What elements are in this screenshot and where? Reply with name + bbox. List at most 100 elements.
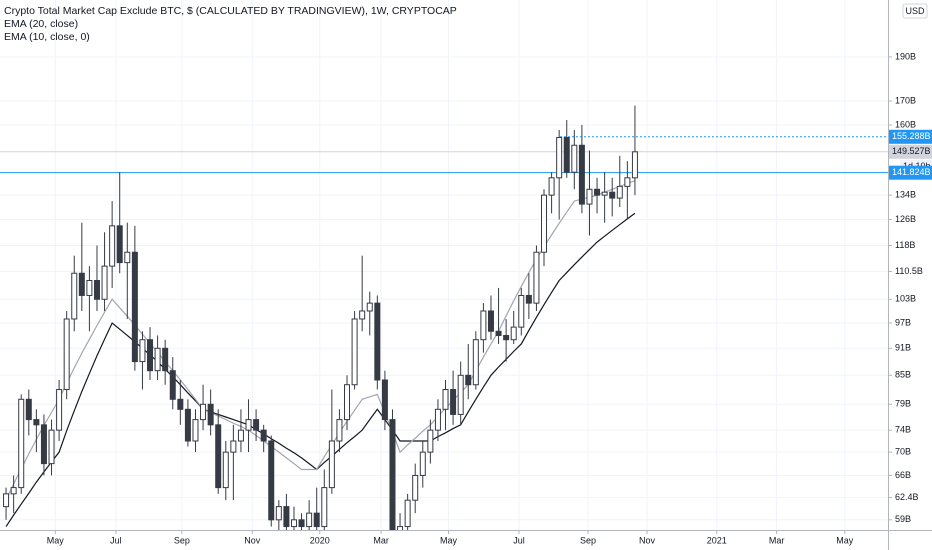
- candle-body: [465, 374, 472, 386]
- candle-body: [169, 370, 176, 400]
- candle-body: [578, 144, 585, 205]
- candle-body: [624, 177, 631, 187]
- candle-body: [533, 251, 540, 304]
- candle-body: [71, 272, 78, 320]
- candle-body: [321, 487, 328, 528]
- candle-body: [116, 225, 123, 264]
- x-tick-label: 2020: [310, 535, 330, 545]
- candle-body: [359, 310, 366, 320]
- legend-entry: EMA (10, close, 0): [4, 31, 90, 43]
- candle-body: [230, 440, 237, 453]
- candle-body: [525, 294, 532, 304]
- y-tick-label: 79B: [895, 399, 911, 409]
- candle-body: [344, 384, 351, 421]
- candle-body: [548, 177, 555, 196]
- currency-label[interactable]: USD: [905, 6, 925, 16]
- candle-body: [503, 334, 510, 341]
- price-label-box: [889, 144, 932, 159]
- ema-line: [5, 180, 636, 501]
- candle-body: [442, 389, 449, 410]
- x-tick-label: Nov: [244, 535, 261, 545]
- y-tick-label: 91B: [895, 343, 911, 353]
- candle-body: [86, 280, 93, 296]
- candle-body: [48, 429, 55, 465]
- candle-body: [366, 302, 373, 312]
- candle-body: [78, 272, 85, 296]
- y-tick-label: 66B: [895, 470, 911, 480]
- price-label-box: [889, 165, 932, 180]
- candle-body: [200, 403, 207, 421]
- candle-body: [328, 440, 335, 489]
- candle-body: [336, 419, 343, 442]
- candle-body: [131, 251, 138, 363]
- legend-entry: EMA (20, close): [4, 18, 78, 30]
- candle-body: [3, 493, 10, 508]
- y-tick-label: 110.5B: [895, 266, 923, 276]
- candle-body: [480, 310, 487, 341]
- x-tick-label: Jul: [513, 535, 525, 545]
- candle-body: [268, 440, 275, 521]
- candle-body: [154, 347, 161, 372]
- y-tick-label: 70B: [895, 447, 911, 457]
- price-label: 155.288B: [892, 131, 931, 141]
- y-tick-label: 59B: [895, 514, 911, 524]
- ema-line: [5, 212, 636, 527]
- candle-body: [571, 144, 578, 173]
- candle-body: [109, 225, 116, 267]
- y-tick-label: 85B: [895, 370, 911, 380]
- candle-body: [10, 487, 17, 495]
- candle-body: [616, 185, 623, 199]
- chart-title: Crypto Total Market Cap Exclude BTC, $ (…: [4, 5, 457, 17]
- candle-body: [253, 419, 260, 431]
- candle-body: [313, 512, 320, 528]
- candle-body: [101, 265, 108, 300]
- candle-body: [93, 280, 100, 300]
- candle-body: [275, 506, 282, 521]
- candle-body: [283, 506, 290, 528]
- candle-body: [419, 451, 426, 476]
- y-tick-label: 190B: [895, 51, 916, 61]
- x-tick-label: Nov: [639, 535, 656, 545]
- x-tick-label: May: [836, 535, 854, 545]
- candle-body: [63, 318, 70, 391]
- candle-body: [298, 519, 305, 528]
- x-tick-label: Mar: [373, 535, 389, 545]
- x-tick-label: May: [440, 535, 458, 545]
- candle-body: [177, 398, 184, 410]
- candle-body: [124, 251, 131, 264]
- price-label-box: [889, 129, 932, 144]
- y-tick-label: 97B: [895, 317, 911, 327]
- candle-body: [434, 408, 441, 431]
- candle-body: [457, 374, 464, 415]
- candle-body: [184, 408, 191, 442]
- candle-body: [556, 137, 563, 179]
- candle-body: [18, 398, 25, 489]
- x-tick-label: May: [47, 535, 65, 545]
- candle-body: [609, 191, 616, 199]
- candle-body: [306, 512, 313, 528]
- candle-body: [397, 526, 404, 530]
- candle-body: [389, 419, 396, 530]
- candle-body: [260, 429, 267, 442]
- candle-body: [594, 188, 601, 196]
- candle-body: [56, 389, 63, 431]
- y-tick-label: 170B: [895, 95, 916, 105]
- axes: 59B 62.4B 66B 70B 74B 79B 85B 91B 97B 103B 110.5B 1…: [47, 51, 932, 545]
- currency-box[interactable]: [902, 3, 928, 19]
- grid: [0, 0, 888, 530]
- candle-body: [601, 191, 608, 196]
- candle-body: [495, 330, 502, 336]
- candle-body: [25, 398, 32, 421]
- candle-body: [139, 339, 146, 363]
- y-tick-label: 103B: [895, 294, 916, 304]
- x-tick-label: Mar: [769, 535, 785, 545]
- candle-body: [450, 389, 457, 415]
- x-tick-label: Sep: [580, 535, 596, 545]
- x-tick-label: Jul: [110, 535, 122, 545]
- plot-area: [0, 105, 888, 530]
- candle-body: [427, 429, 434, 453]
- candle-body: [381, 379, 388, 421]
- candle-body: [586, 188, 593, 205]
